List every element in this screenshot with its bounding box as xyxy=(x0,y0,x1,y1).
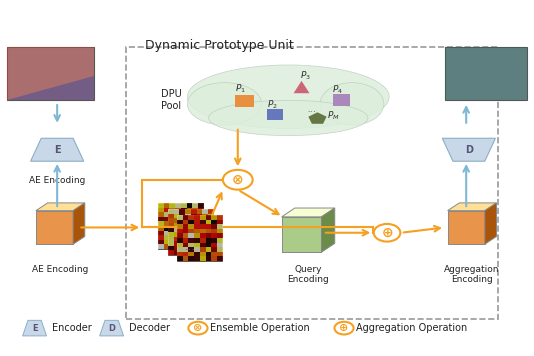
Polygon shape xyxy=(22,320,46,336)
Text: D: D xyxy=(465,145,473,155)
Text: E: E xyxy=(54,145,60,155)
Text: AE Encoding: AE Encoding xyxy=(32,265,88,273)
Polygon shape xyxy=(7,47,95,100)
Text: ⊕: ⊕ xyxy=(381,226,393,240)
Text: Dynamic Prototype Unit: Dynamic Prototype Unit xyxy=(145,39,294,52)
Polygon shape xyxy=(281,217,321,252)
Polygon shape xyxy=(308,112,327,124)
FancyBboxPatch shape xyxy=(445,47,527,100)
Text: Query
Encoding: Query Encoding xyxy=(288,265,329,284)
Text: DPU
Pool: DPU Pool xyxy=(161,89,182,111)
Text: $P_1$: $P_1$ xyxy=(235,83,246,95)
Text: ...: ... xyxy=(185,242,195,252)
Polygon shape xyxy=(73,203,85,244)
Ellipse shape xyxy=(320,83,384,125)
Text: D: D xyxy=(108,324,115,333)
Text: ⊗: ⊗ xyxy=(193,323,202,333)
Text: $P_3$: $P_3$ xyxy=(300,69,311,82)
FancyBboxPatch shape xyxy=(235,95,254,108)
Circle shape xyxy=(374,224,400,242)
Text: $P_2$: $P_2$ xyxy=(267,98,278,111)
Circle shape xyxy=(189,322,208,335)
Text: ...: ... xyxy=(308,104,317,114)
Text: E: E xyxy=(32,324,38,333)
Text: Decoder: Decoder xyxy=(129,323,170,333)
Text: Aggregation
Encoding: Aggregation Encoding xyxy=(444,265,499,284)
Text: AE Encoding: AE Encoding xyxy=(29,176,85,185)
Polygon shape xyxy=(36,211,73,244)
Polygon shape xyxy=(447,203,497,211)
Polygon shape xyxy=(321,208,335,252)
FancyBboxPatch shape xyxy=(158,203,203,248)
Text: $P_4$: $P_4$ xyxy=(332,83,343,96)
FancyBboxPatch shape xyxy=(168,209,213,255)
Circle shape xyxy=(334,322,354,335)
Text: ⊕: ⊕ xyxy=(339,323,349,333)
Polygon shape xyxy=(294,81,310,93)
Text: Encoder: Encoder xyxy=(52,323,92,333)
Polygon shape xyxy=(281,208,335,217)
Polygon shape xyxy=(100,320,123,336)
Ellipse shape xyxy=(209,100,368,136)
FancyBboxPatch shape xyxy=(267,109,283,120)
Ellipse shape xyxy=(187,83,262,125)
Polygon shape xyxy=(36,203,85,211)
Text: ⊗: ⊗ xyxy=(232,173,244,187)
Polygon shape xyxy=(7,75,95,100)
Ellipse shape xyxy=(187,65,389,129)
Text: $P_M$: $P_M$ xyxy=(327,110,340,122)
FancyBboxPatch shape xyxy=(7,47,95,100)
Text: Ensemble Operation: Ensemble Operation xyxy=(210,323,310,333)
Polygon shape xyxy=(445,47,527,100)
Circle shape xyxy=(223,170,253,190)
Polygon shape xyxy=(485,203,497,244)
Polygon shape xyxy=(447,211,485,244)
Polygon shape xyxy=(30,138,84,161)
Text: Aggregation Operation: Aggregation Operation xyxy=(356,323,467,333)
Polygon shape xyxy=(442,138,496,161)
FancyBboxPatch shape xyxy=(333,94,350,106)
FancyBboxPatch shape xyxy=(177,215,222,261)
